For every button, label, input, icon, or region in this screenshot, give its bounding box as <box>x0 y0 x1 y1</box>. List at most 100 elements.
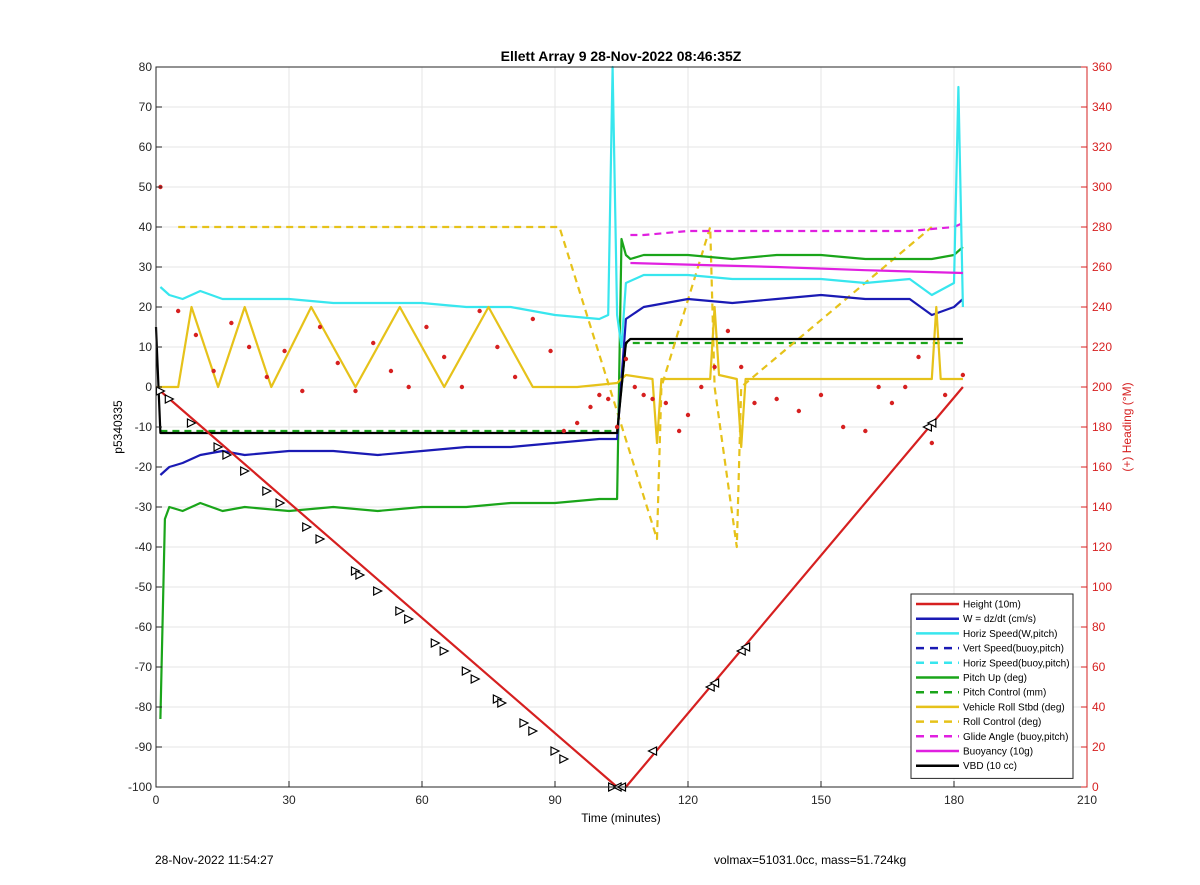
legend-label: VBD (10 cc) <box>963 761 1017 772</box>
height-marker <box>922 422 933 432</box>
heading-point <box>725 328 731 334</box>
height-marker <box>240 466 251 476</box>
heading-point <box>406 384 411 390</box>
height-marker <box>213 442 224 452</box>
legend-label: Horiz Speed(buoy,pitch) <box>963 658 1070 669</box>
series-glide-angle-buoy-pitch <box>630 221 964 237</box>
y-tick-label: -10 <box>135 420 153 434</box>
height-marker <box>497 698 508 708</box>
y-axis-label: p5340335 <box>111 400 125 454</box>
heading-point <box>229 320 234 326</box>
heading-point <box>459 384 465 390</box>
x-tick-label: 150 <box>811 793 831 807</box>
heading-point <box>685 412 691 418</box>
y2-tick-label: 160 <box>1092 460 1112 474</box>
height-marker <box>528 726 539 736</box>
heading-point <box>371 340 376 346</box>
series-w-dz-dt-cm-s <box>159 293 964 476</box>
y-tick-label: 80 <box>139 60 153 74</box>
heading-point <box>942 392 948 398</box>
height-marker <box>164 394 175 404</box>
heading-point <box>818 392 824 398</box>
heading-point <box>424 324 429 330</box>
heading-point <box>441 354 447 360</box>
footer-volmax-mass: volmax=51031.0cc, mass=51.724kg <box>714 853 907 867</box>
height-marker <box>373 586 384 596</box>
heading-point <box>606 396 611 402</box>
height-marker <box>559 754 570 764</box>
heading-point <box>317 324 323 330</box>
x-tick-label: 60 <box>415 793 429 807</box>
y-tick-label: -90 <box>135 740 153 754</box>
y-tick-label: -80 <box>135 700 153 714</box>
legend-label: Height (10m) <box>963 600 1021 611</box>
heading-point <box>264 374 270 380</box>
y2-tick-label: 200 <box>1092 380 1112 394</box>
height-marker <box>926 418 937 428</box>
height-marker <box>395 606 406 616</box>
x-tick-label: 120 <box>678 793 698 807</box>
marker-layer <box>155 386 937 792</box>
y2-tick-label: 300 <box>1092 180 1112 194</box>
heading-point <box>663 400 669 406</box>
height-marker <box>222 450 233 460</box>
heading-point <box>588 404 593 410</box>
height-marker <box>519 718 530 728</box>
height-marker <box>315 534 326 544</box>
y2-tick-label: 20 <box>1092 740 1106 754</box>
height-marker <box>735 646 746 656</box>
y-tick-label: -100 <box>128 780 152 794</box>
x-tick-label: 180 <box>944 793 964 807</box>
heading-point <box>193 332 199 338</box>
height-marker <box>302 522 313 532</box>
heading-point <box>752 400 757 406</box>
legend-label: Horiz Speed(W,pitch) <box>963 629 1057 640</box>
legend-box <box>910 593 1074 779</box>
y-tick-label: 10 <box>139 340 153 354</box>
series-roll-control-deg <box>178 225 933 549</box>
heading-point <box>774 396 779 402</box>
heading-point <box>623 356 629 362</box>
heading-point <box>889 400 895 406</box>
y-tick-label: 30 <box>139 260 153 274</box>
height-marker <box>704 682 715 692</box>
height-marker <box>262 486 273 496</box>
footer-timestamp: 28-Nov-2022 11:54:27 <box>155 853 274 867</box>
x-tick-label: 0 <box>153 793 160 807</box>
heading-point <box>597 392 602 398</box>
heading-point <box>246 344 252 350</box>
y2-tick-label: 320 <box>1092 140 1112 154</box>
heading-point <box>739 364 744 370</box>
series-horiz-speed-w-pitch <box>159 65 964 349</box>
heading-point <box>641 392 646 398</box>
heading-point <box>561 428 567 434</box>
y-tick-label: -60 <box>135 620 153 634</box>
y2-tick-label: 260 <box>1092 260 1112 274</box>
heading-point <box>960 372 966 378</box>
heading-point <box>353 388 358 394</box>
heading-point <box>712 364 717 370</box>
heading-point <box>574 420 580 426</box>
y2-tick-label: 360 <box>1092 60 1112 74</box>
y2-tick-label: 220 <box>1092 340 1112 354</box>
height-marker <box>430 638 441 648</box>
heading-point <box>335 360 340 366</box>
heading-point <box>840 424 846 430</box>
y2-tick-label: 140 <box>1092 500 1112 514</box>
x-tick-label: 30 <box>282 793 296 807</box>
heading-point <box>916 354 921 360</box>
legend-label: W = dz/dt (cm/s) <box>963 614 1036 625</box>
legend-label: Vehicle Roll Stbd (deg) <box>963 702 1065 713</box>
height-marker <box>709 678 720 688</box>
height-marker <box>275 498 286 508</box>
y2-tick-label: 240 <box>1092 300 1112 314</box>
legend-label: Pitch Control (mm) <box>963 688 1046 699</box>
legend-label: Buoyancy (10g) <box>963 747 1033 758</box>
y-tick-label: 40 <box>139 220 153 234</box>
height-marker <box>550 746 561 756</box>
heading-point <box>876 384 881 390</box>
y2-tick-label: 340 <box>1092 100 1112 114</box>
height-marker <box>470 674 481 684</box>
heading-point <box>175 308 181 314</box>
heading-point <box>282 348 287 354</box>
